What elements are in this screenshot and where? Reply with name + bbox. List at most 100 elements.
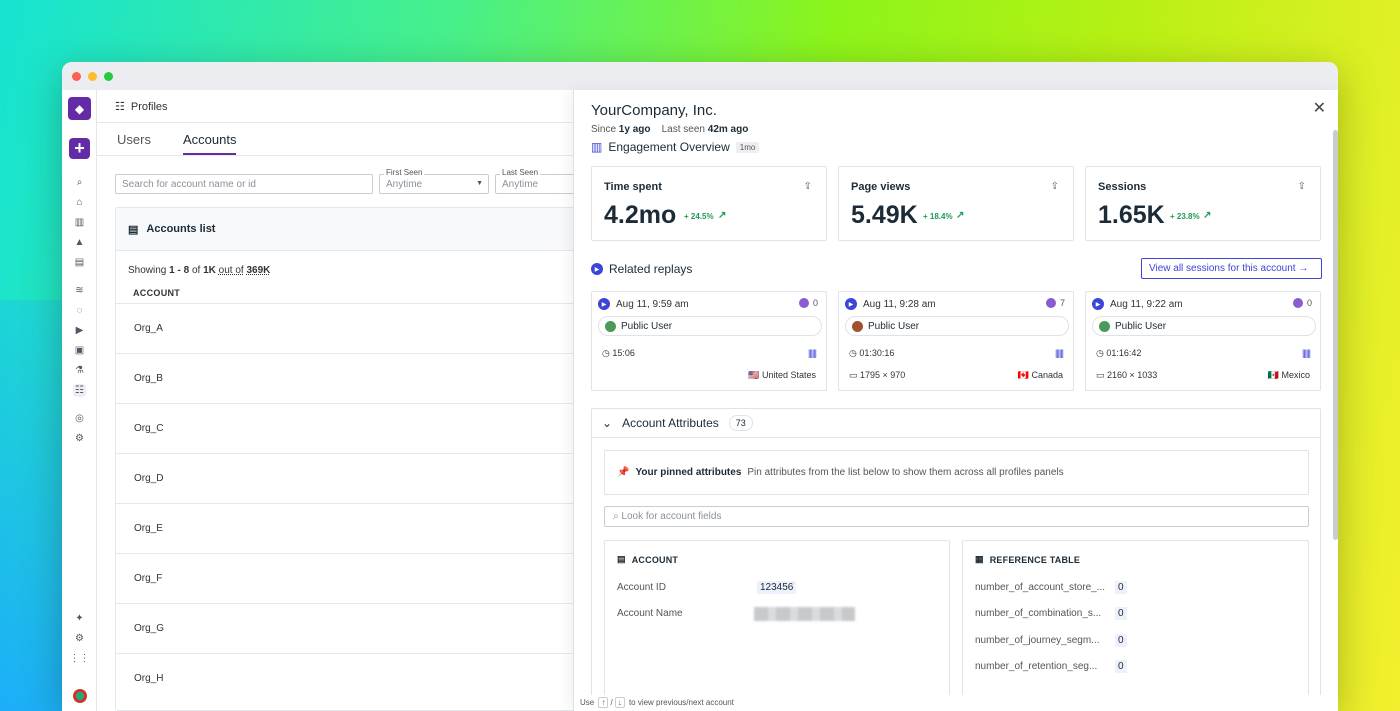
export-icon[interactable]: ⇪ bbox=[1297, 181, 1306, 192]
export-icon[interactable]: ⇪ bbox=[1050, 181, 1059, 192]
synthetics-icon[interactable]: ▣ bbox=[74, 345, 85, 356]
country-name: United States bbox=[761, 370, 816, 380]
last-seen-label: Last seen bbox=[661, 124, 705, 135]
user-name: Public User bbox=[621, 320, 673, 332]
user-chip[interactable]: Public User bbox=[598, 316, 822, 336]
replay-card[interactable]: ▶ Aug 11, 9:28 am 7 Public User ◷ 01:30:1… bbox=[838, 291, 1074, 391]
close-window-button[interactable] bbox=[72, 72, 81, 81]
ref-key: number_of_account_store_... bbox=[975, 582, 1106, 593]
showing-out-of: out of bbox=[218, 265, 244, 276]
metric-card-sessions: Sessions ⇪ 1.65K + 23.8% ↗ bbox=[1085, 166, 1321, 241]
first-seen-value: Anytime bbox=[386, 179, 423, 190]
experiments-icon[interactable]: ⚗ bbox=[75, 365, 84, 376]
profiles-icon[interactable]: ☷ bbox=[73, 384, 86, 397]
activity-bars: |||||| bbox=[1301, 348, 1311, 358]
play-icon[interactable]: ▶ bbox=[598, 298, 610, 310]
replay-time: Aug 11, 9:22 am bbox=[1110, 298, 1183, 310]
flag-icon: 🇺🇸 bbox=[748, 370, 760, 380]
ref-value[interactable]: 0 bbox=[1115, 607, 1127, 620]
engagement-title: Engagement Overview bbox=[608, 140, 730, 154]
integrations-icon[interactable]: ⚙ bbox=[75, 433, 84, 444]
replay-icon[interactable]: ▶ bbox=[75, 325, 84, 336]
table-row[interactable]: Org_F bbox=[116, 553, 584, 603]
replay-card[interactable]: ▶ Aug 11, 9:59 am 0 Public User ◷ 15:06 |… bbox=[591, 291, 827, 391]
ref-key: number_of_retention_seg... bbox=[975, 661, 1098, 672]
minimize-window-button[interactable] bbox=[88, 72, 97, 81]
metrics-icon[interactable]: ▲ bbox=[74, 237, 85, 248]
ref-value[interactable]: 0 bbox=[1115, 634, 1127, 647]
replay-card[interactable]: ▶ Aug 11, 9:22 am 0 Public User ◷ 01:16:4… bbox=[1085, 291, 1321, 391]
account-rows: Org_A Org_B Org_C Org_D Org_E Org_F Org_… bbox=[116, 303, 584, 703]
notebooks-icon[interactable]: ▤ bbox=[74, 257, 85, 268]
account-id-value[interactable]: 123456 bbox=[757, 581, 797, 594]
replay-time-row: ▶ Aug 11, 9:28 am bbox=[845, 298, 936, 310]
resolution: ▭ 2160 × 1033 bbox=[1096, 370, 1158, 380]
side-nav: ◆ + ⌕ ⌂ ▥ ▲ ▤ ≋ ◌ ▶ ▣ ⚗ ☷ ◎ ⚙ ✦ ⚙ ⋮⋮ bbox=[62, 90, 97, 711]
security-icon[interactable]: ◌ bbox=[76, 305, 83, 316]
database-icon[interactable]: ◎ bbox=[75, 413, 84, 424]
account-attributes-section: ⌄ Account Attributes 73 📌 Your pinned at… bbox=[591, 408, 1321, 711]
related-title: Related replays bbox=[609, 262, 693, 276]
tab-accounts[interactable]: Accounts bbox=[183, 132, 237, 155]
user-name: Public User bbox=[1115, 320, 1167, 332]
metric-value: 5.49K bbox=[851, 201, 918, 229]
account-search-input[interactable]: Search for account name or id bbox=[115, 174, 373, 194]
ref-value[interactable]: 0 bbox=[1115, 660, 1127, 673]
reference-table-header: ▦ REFERENCE TABLE bbox=[975, 554, 1080, 565]
arrow-up-right-icon: ↗ bbox=[1203, 210, 1212, 221]
settings-icon[interactable]: ⚙ bbox=[75, 633, 84, 644]
metric-value: 1.65K bbox=[1098, 201, 1165, 229]
hint-use: Use bbox=[580, 698, 595, 707]
first-seen-select[interactable]: First Seen Anytime ▼ bbox=[379, 168, 489, 194]
engagement-header: ▥ Engagement Overview 1mo bbox=[591, 140, 760, 154]
tab-users[interactable]: Users bbox=[117, 132, 151, 147]
arrow-down-key: ↓ bbox=[614, 697, 625, 708]
table-row[interactable]: Org_C bbox=[116, 403, 584, 453]
panel-title: YourCompany, Inc. bbox=[591, 102, 717, 119]
table-row[interactable]: Org_G bbox=[116, 603, 584, 653]
play-icon[interactable]: ▶ bbox=[845, 298, 857, 310]
apps-grid-icon[interactable]: ⋮⋮ bbox=[69, 653, 90, 664]
scrollbar[interactable] bbox=[1333, 130, 1338, 540]
table-row[interactable]: Org_A bbox=[116, 303, 584, 353]
avatar[interactable] bbox=[73, 689, 87, 703]
dashboards-icon[interactable]: ▥ bbox=[74, 217, 85, 228]
account-box-title: ACCOUNT bbox=[631, 554, 679, 565]
table-row[interactable]: Org_H bbox=[116, 653, 584, 703]
close-icon[interactable]: ✕ bbox=[1312, 100, 1326, 117]
play-icon[interactable]: ▶ bbox=[1092, 298, 1104, 310]
export-icon[interactable]: ⇪ bbox=[803, 181, 812, 192]
search-icon[interactable]: ⌕ bbox=[76, 177, 83, 188]
table-row[interactable]: Org_D bbox=[116, 453, 584, 503]
apm-icon[interactable]: ≋ bbox=[75, 285, 84, 296]
duration-value: 01:16:42 bbox=[1106, 348, 1142, 358]
user-chip[interactable]: Public User bbox=[1092, 316, 1316, 336]
account-column-header[interactable]: ACCOUNT bbox=[133, 288, 181, 298]
home-icon[interactable]: ⌂ bbox=[76, 197, 83, 208]
last-seen-value: Anytime bbox=[502, 179, 539, 190]
arrow-right-icon: → bbox=[1298, 263, 1309, 274]
table-row[interactable]: Org_E bbox=[116, 503, 584, 553]
country: 🇨🇦 Canada bbox=[1018, 370, 1063, 381]
table-row[interactable]: Org_B bbox=[116, 353, 584, 403]
logo-icon[interactable]: ◆ bbox=[68, 97, 91, 120]
maximize-window-button[interactable] bbox=[104, 72, 113, 81]
frustration-icon bbox=[1292, 298, 1303, 308]
last-seen-value: 42m ago bbox=[707, 124, 749, 135]
breadcrumb-label: Profiles bbox=[130, 100, 168, 113]
field-search-input[interactable]: ⌕ Look for account fields bbox=[604, 506, 1309, 527]
ref-key: number_of_combination_s... bbox=[975, 608, 1102, 619]
new-button[interactable]: + bbox=[69, 138, 90, 159]
account-side-panel: YourCompany, Inc. Since 1y ago Last seen… bbox=[573, 90, 1338, 711]
title-bar bbox=[62, 62, 1338, 90]
view-all-sessions-button[interactable]: View all sessions for this account → bbox=[1141, 258, 1322, 279]
chevron-down-icon[interactable]: ⌄ bbox=[602, 416, 613, 430]
frustration-count-value: 0 bbox=[812, 298, 818, 308]
ref-value[interactable]: 0 bbox=[1115, 581, 1127, 594]
ai-icon[interactable]: ✦ bbox=[75, 613, 84, 624]
replay-time-row: ▶ Aug 11, 9:59 am bbox=[598, 298, 689, 310]
last-seen-select[interactable]: Last Seen Anytime bbox=[495, 168, 585, 194]
user-chip[interactable]: Public User bbox=[845, 316, 1069, 336]
attributes-header[interactable]: ⌄ Account Attributes 73 bbox=[592, 409, 1320, 438]
user-avatar-icon bbox=[1099, 320, 1110, 332]
